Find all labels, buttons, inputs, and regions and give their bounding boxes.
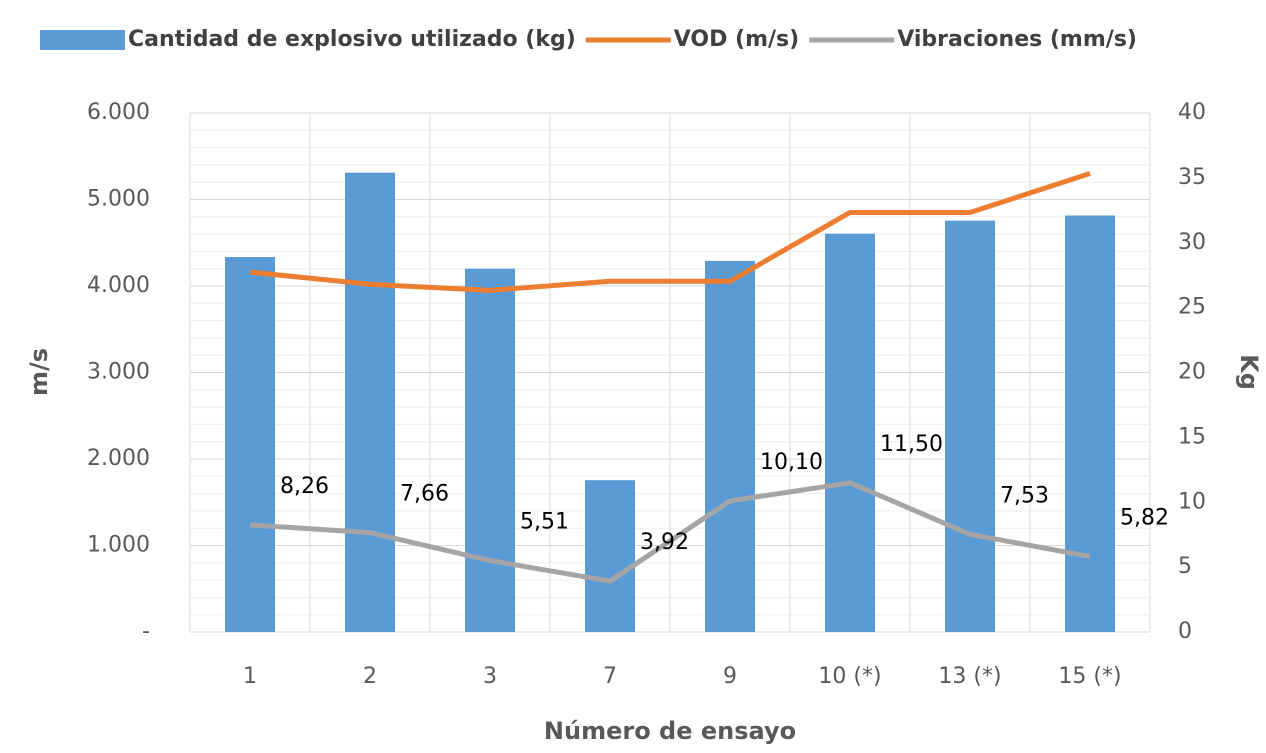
y2-tick-label: 40 <box>1178 100 1206 125</box>
data-label: 7,66 <box>400 482 449 507</box>
y2-tick-label: 15 <box>1178 424 1206 449</box>
legend-swatch <box>40 30 125 50</box>
y-tick-label: 5.000 <box>87 187 150 212</box>
x-tick-label: 2 <box>363 664 377 689</box>
bar <box>345 172 395 632</box>
x-tick-label: 10 (*) <box>818 664 881 689</box>
x-tick-label: 3 <box>483 664 497 689</box>
data-label: 10,10 <box>760 450 823 475</box>
x-tick-label: 13 (*) <box>938 664 1001 689</box>
y2-tick-label: 10 <box>1178 489 1206 514</box>
data-label: 3,92 <box>640 530 689 555</box>
bar <box>705 260 755 632</box>
line <box>249 171 1091 293</box>
data-label: 5,51 <box>520 510 569 535</box>
x-axis-label: Número de ensayo <box>544 717 796 745</box>
y-tick-label: - <box>142 619 150 644</box>
legend-label: VOD (m/s) <box>674 27 799 52</box>
y2-tick-label: 30 <box>1178 230 1206 255</box>
x-tick-label: 9 <box>723 664 737 689</box>
y2-tick-label: 0 <box>1178 619 1192 644</box>
y-axis-label: m/s <box>25 348 53 396</box>
bar <box>465 268 515 632</box>
bar <box>945 220 995 632</box>
y2-tick-label: 35 <box>1178 165 1206 190</box>
y-tick-label: 1.000 <box>87 533 150 558</box>
line <box>249 480 1091 584</box>
legend-label: Cantidad de explosivo utilizado (kg) <box>128 27 576 52</box>
x-tick-label: 15 (*) <box>1058 664 1121 689</box>
y-tick-label: 4.000 <box>87 273 150 298</box>
legend-label: Vibraciones (mm/s) <box>897 27 1137 52</box>
y2-tick-label: 20 <box>1178 360 1206 385</box>
data-label: 8,26 <box>280 474 329 499</box>
y-tick-label: 2.000 <box>87 446 150 471</box>
data-label: 11,50 <box>880 432 943 457</box>
data-label: 5,82 <box>1120 505 1169 530</box>
x-tick-label: 7 <box>603 664 617 689</box>
data-label: 7,53 <box>1000 483 1049 508</box>
bar <box>825 233 875 633</box>
bar <box>585 480 635 632</box>
x-tick-label: 1 <box>243 664 257 689</box>
bar <box>1065 215 1115 632</box>
y-tick-label: 3.000 <box>87 360 150 385</box>
y2-axis-label: Kg <box>1235 354 1263 390</box>
bar <box>225 257 275 632</box>
y2-tick-label: 5 <box>1178 554 1192 579</box>
y2-tick-label: 25 <box>1178 295 1206 320</box>
y-tick-label: 6.000 <box>87 100 150 125</box>
